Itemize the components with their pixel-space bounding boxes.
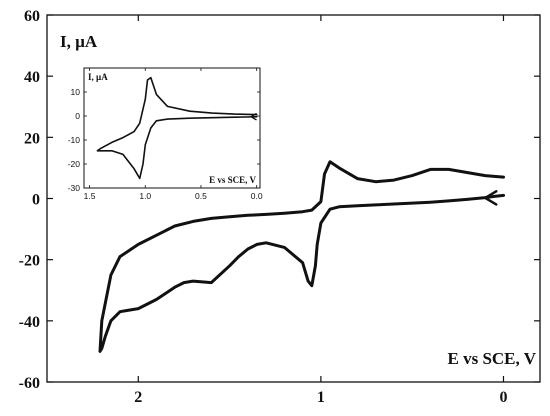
inset-plot-frame	[83, 67, 261, 189]
y-tick-label: -20	[19, 253, 40, 270]
inset-y-axis-title: I, µA	[88, 72, 108, 82]
y-tick-label: -60	[19, 375, 40, 392]
y-tick-label: -20	[68, 159, 81, 169]
x-tick-label: 0	[499, 389, 507, 406]
main-x-axis-title: E vs SCE, V	[448, 349, 537, 368]
y-tick-label: 20	[24, 130, 40, 147]
x-tick-label: 1	[317, 389, 325, 406]
y-tick-label: -10	[68, 135, 81, 145]
main-scan-direction-arrow	[483, 190, 498, 206]
y-tick-label: 10	[71, 87, 81, 97]
y-tick-label: 60	[24, 8, 40, 25]
main-axis-ticks	[47, 14, 540, 383]
inset-x-axis-title: E vs SCE, V	[209, 175, 256, 185]
main-y-axis-title: I, µA	[60, 32, 98, 51]
x-tick-label: 2	[134, 389, 142, 406]
inset-series-line	[96, 76, 258, 180]
main-series-line	[98, 160, 505, 353]
inset-background	[84, 68, 260, 188]
y-tick-label: 0	[75, 111, 80, 121]
x-tick-label: 0.5	[195, 191, 207, 201]
y-tick-label: -40	[19, 314, 40, 331]
inset-scan-direction-arrow	[250, 113, 257, 121]
y-tick-label: 40	[24, 69, 40, 86]
inset-axis-ticks	[84, 68, 260, 189]
inset-tick-labels: 1.5 1.0 0.5 0.0 -30 -20 -10 0 10	[68, 87, 263, 201]
x-tick-label: 0.0	[251, 191, 263, 201]
x-tick-label: 1.5	[84, 191, 96, 201]
y-tick-label: -30	[68, 183, 81, 193]
y-tick-label: 0	[32, 192, 40, 209]
x-tick-label: 1.0	[139, 191, 151, 201]
